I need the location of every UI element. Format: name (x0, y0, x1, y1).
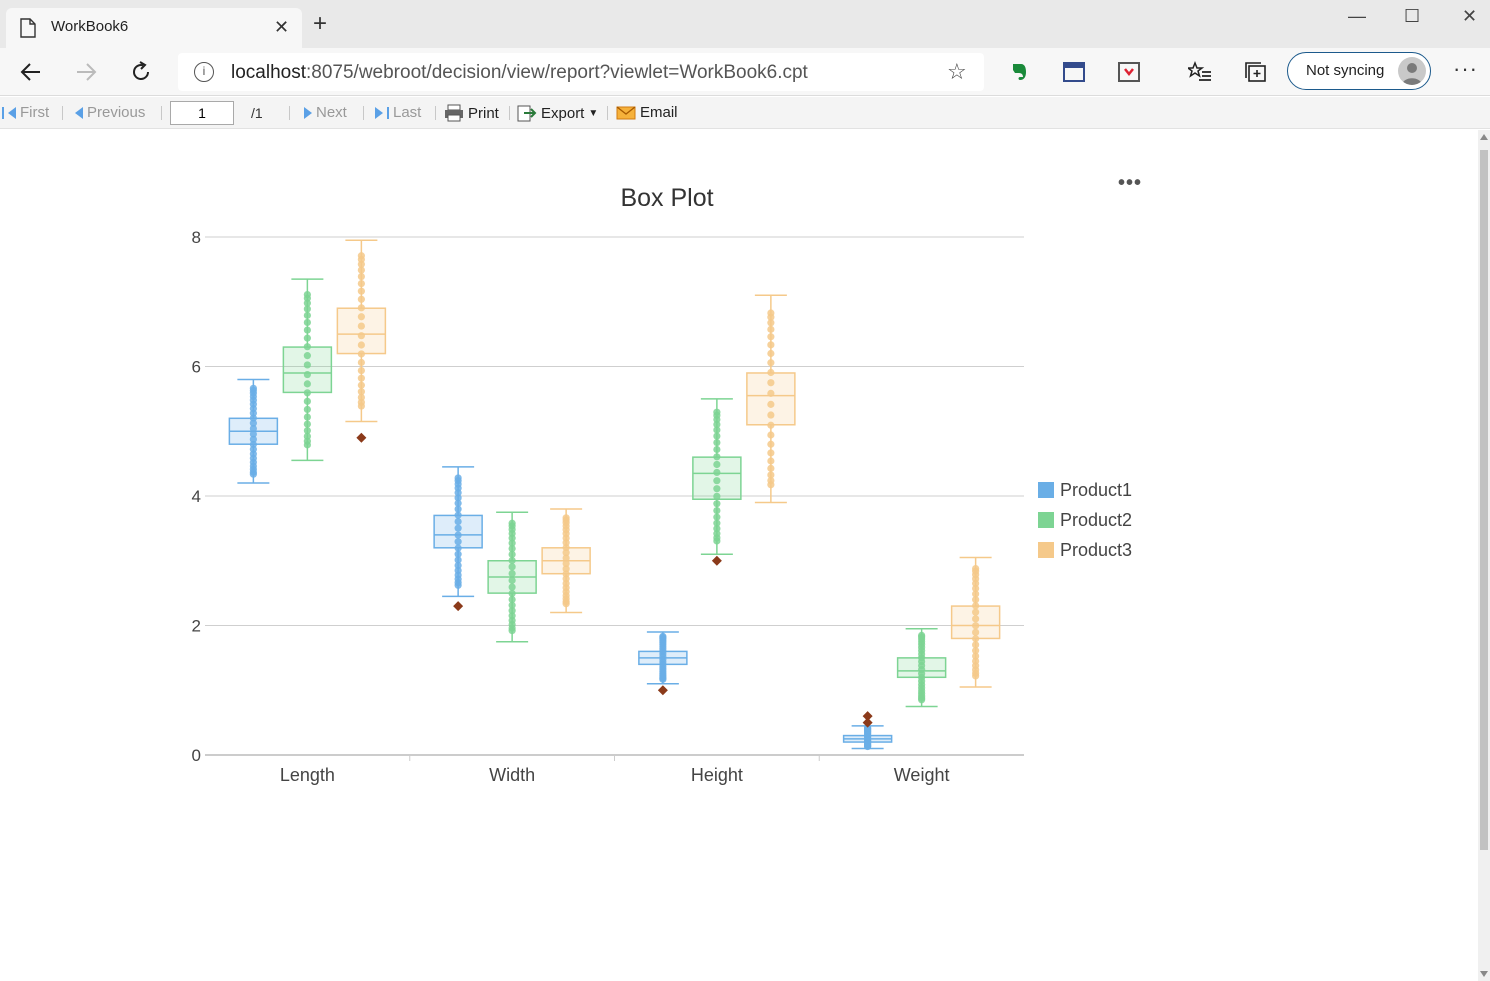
reader-icon[interactable] (1062, 60, 1086, 84)
report-content (0, 130, 1478, 981)
maximize-icon[interactable]: ☐ (1404, 6, 1421, 26)
vertical-scrollbar[interactable] (1478, 130, 1490, 981)
export-icon (517, 105, 537, 122)
close-window-icon[interactable]: ✕ (1462, 6, 1478, 26)
info-icon[interactable]: i (194, 62, 214, 82)
report-toolbar: First Previous /1 Next Last Print Export… (0, 97, 1490, 129)
previous-page-button[interactable]: Previous (75, 104, 145, 121)
previous-icon (75, 106, 83, 119)
navigation-bar: i localhost:8075/webroot/decision/view/r… (0, 48, 1490, 96)
new-tab-icon[interactable]: + (313, 10, 328, 37)
next-page-button[interactable]: Next (304, 104, 347, 121)
last-page-icon (375, 106, 383, 119)
browser-tab[interactable]: WorkBook6 ✕ (6, 8, 302, 48)
collections-icon[interactable] (1244, 60, 1268, 84)
more-menu-icon[interactable]: ··· (1453, 56, 1478, 81)
sync-profile-button[interactable]: Not syncing (1287, 52, 1431, 90)
tab-title: WorkBook6 (51, 18, 129, 35)
pocket-icon[interactable] (1117, 60, 1141, 84)
first-page-icon (2, 106, 4, 119)
avatar (1398, 57, 1426, 85)
page-total: /1 (251, 105, 263, 121)
chevron-down-icon: ▼ (588, 107, 599, 119)
browser-titlebar: WorkBook6 ✕ + — ☐ ✕ (0, 0, 1490, 48)
next-icon (304, 106, 312, 119)
scroll-thumb[interactable] (1480, 150, 1488, 850)
printer-icon (445, 104, 463, 122)
address-bar[interactable]: i localhost:8075/webroot/decision/view/r… (178, 53, 984, 91)
last-page-button[interactable]: Last (375, 104, 421, 121)
back-icon[interactable] (17, 58, 45, 86)
document-icon (20, 18, 36, 38)
url-text[interactable]: localhost:8075/webroot/decision/view/rep… (231, 62, 808, 83)
minimize-icon[interactable]: — (1348, 6, 1366, 26)
forward-icon[interactable] (72, 58, 100, 86)
first-page-button[interactable]: First (2, 104, 49, 121)
print-button[interactable]: Print (444, 104, 499, 122)
favorites-list-icon[interactable] (1188, 60, 1212, 84)
page-number-input[interactable] (170, 101, 234, 125)
scroll-down-icon[interactable] (1480, 971, 1488, 977)
evernote-icon[interactable] (1007, 60, 1031, 84)
chart-menu-icon[interactable]: ••• (1118, 172, 1143, 194)
close-tab-icon[interactable]: ✕ (274, 17, 290, 37)
mail-icon (616, 105, 636, 119)
email-button[interactable]: Email (616, 104, 678, 121)
export-dropdown[interactable]: Export ▼ (517, 104, 598, 122)
favorite-star-icon[interactable]: ☆ (947, 59, 967, 84)
scroll-up-icon[interactable] (1480, 134, 1488, 140)
refresh-icon[interactable] (127, 58, 155, 86)
